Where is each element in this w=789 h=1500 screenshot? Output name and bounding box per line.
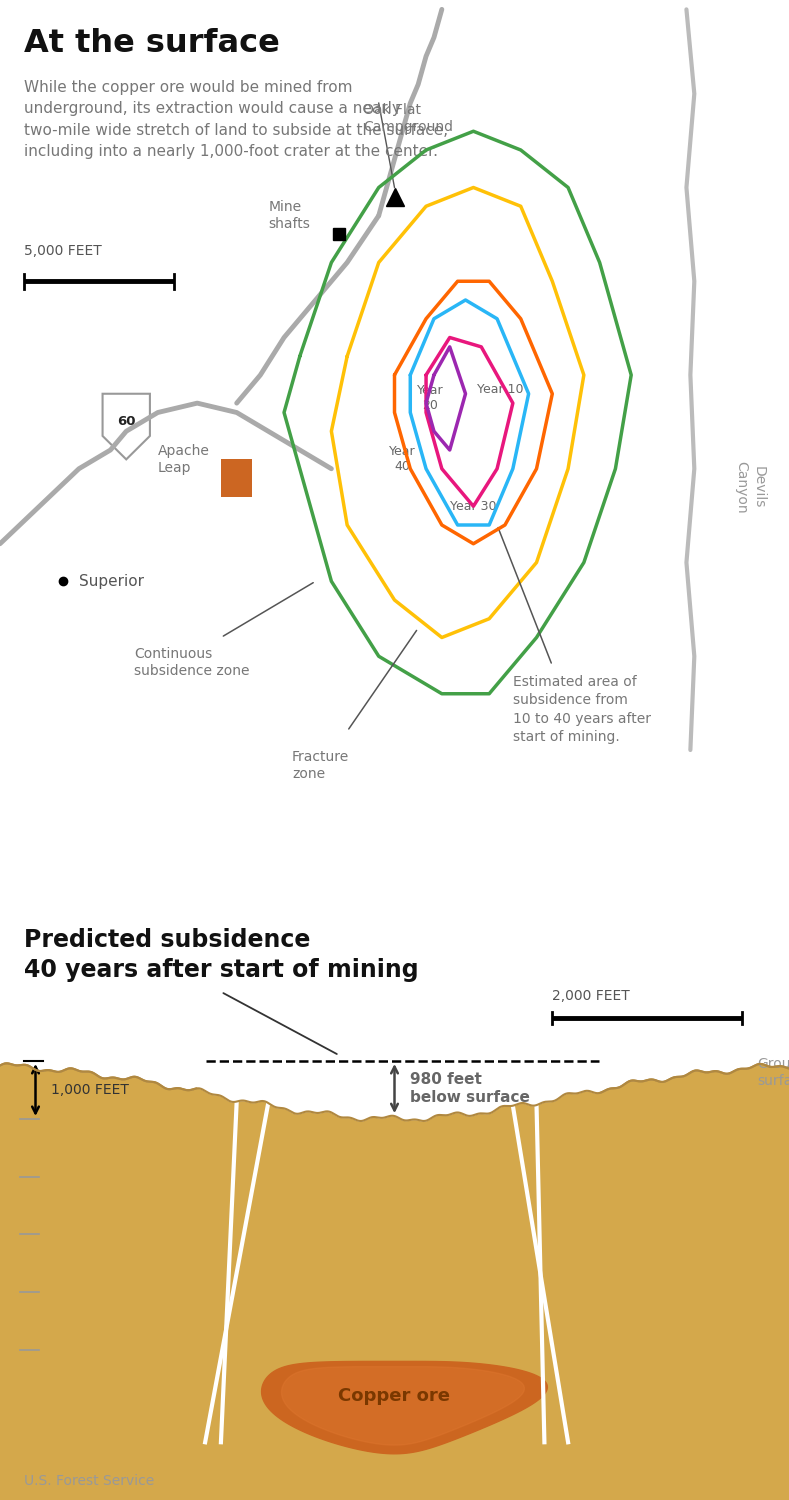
Text: U.S. Forest Service: U.S. Forest Service [24, 1474, 154, 1488]
Text: Year 10: Year 10 [477, 382, 524, 396]
Text: Continuous
subsidence zone: Continuous subsidence zone [134, 646, 249, 678]
Text: Year
20: Year 20 [417, 384, 443, 412]
Polygon shape [262, 1362, 548, 1454]
Text: 60: 60 [117, 416, 136, 429]
Text: 1,000 FEET: 1,000 FEET [51, 1083, 129, 1096]
Text: 5,000 FEET: 5,000 FEET [24, 244, 102, 258]
Text: 2,000 FEET: 2,000 FEET [552, 990, 630, 1004]
Text: 980 feet
below surface: 980 feet below surface [410, 1072, 530, 1106]
Bar [221, 459, 252, 497]
Text: Year
40: Year 40 [389, 446, 416, 474]
Text: Superior: Superior [79, 574, 144, 590]
Text: At the surface: At the surface [24, 28, 279, 58]
Text: Year 30: Year 30 [450, 500, 496, 513]
Polygon shape [103, 394, 150, 459]
Text: Copper ore: Copper ore [338, 1388, 451, 1406]
Text: Fracture
zone: Fracture zone [292, 750, 350, 782]
Text: Predicted subsidence
40 years after start of mining: Predicted subsidence 40 years after star… [24, 928, 418, 982]
Text: Mine
shafts: Mine shafts [268, 200, 310, 231]
Polygon shape [282, 1366, 525, 1444]
Text: Ground
surface: Ground surface [757, 1058, 789, 1089]
Text: Oak Flat
Campground: Oak Flat Campground [363, 104, 453, 135]
Text: Estimated area of
subsidence from
10 to 40 years after
start of mining.: Estimated area of subsidence from 10 to … [513, 675, 651, 744]
Text: Apache
Leap: Apache Leap [158, 444, 210, 476]
Text: Devils
Canyon: Devils Canyon [734, 460, 765, 514]
Text: While the copper ore would be mined from
underground, its extraction would cause: While the copper ore would be mined from… [24, 80, 448, 159]
